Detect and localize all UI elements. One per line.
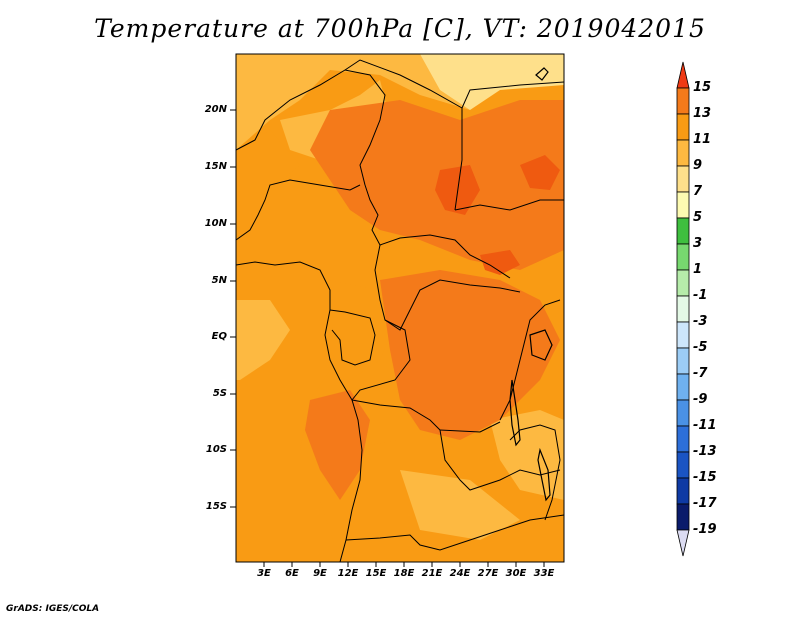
field-region-13-15	[480, 250, 520, 275]
lat-label-5s: 5S	[212, 388, 227, 399]
legend-label-11: 11	[693, 132, 712, 147]
lon-label-18e: 18E	[393, 568, 415, 579]
legend-label-m5: -5	[693, 340, 708, 355]
field-region-13-15	[520, 155, 560, 190]
field-region-5-7	[420, 54, 564, 110]
colorbar-segment	[676, 347, 690, 375]
legend-label-3: 3	[693, 236, 703, 251]
legend-label-1: 1	[693, 262, 703, 277]
colorbar-segment	[676, 399, 690, 427]
colorbar-segment	[676, 295, 690, 323]
grads-credit: GrADS: IGES/COLA	[6, 604, 100, 614]
legend-label-m13: -13	[693, 444, 717, 459]
lon-label-27e: 27E	[477, 568, 499, 579]
legend-label-m7: -7	[693, 366, 708, 381]
colorbar-segment	[676, 373, 690, 401]
colorbar-segment	[676, 425, 690, 453]
colorbar-segment	[676, 321, 690, 349]
lon-label-12e: 12E	[337, 568, 359, 579]
lon-label-15e: 15E	[365, 568, 387, 579]
map-title: Temperature at 700hPa [C], VT: 201904201…	[94, 14, 706, 43]
temperature-field	[236, 54, 564, 562]
lon-label-6e: 6E	[285, 568, 299, 579]
colorbar-segment-bottom	[676, 529, 690, 557]
legend-label-15: 15	[693, 80, 712, 95]
colorbar-segment	[676, 87, 690, 115]
lon-label-3e: 3E	[257, 568, 271, 579]
field-region-7-9	[490, 410, 564, 500]
colorbar	[676, 61, 690, 557]
field-region-9-11	[330, 280, 400, 380]
lon-label-9e: 9E	[313, 568, 327, 579]
lat-label-20n: 20N	[204, 104, 227, 115]
colorbar-segment	[676, 451, 690, 479]
lon-label-21e: 21E	[421, 568, 443, 579]
colorbar-segment-top	[676, 61, 690, 89]
colorbar-segment	[676, 113, 690, 141]
field-region-7-9	[400, 470, 520, 540]
colorbar-segment	[676, 243, 690, 271]
lat-ticks	[230, 109, 236, 508]
colorbar-segment	[676, 217, 690, 245]
legend-label-m15: -15	[693, 470, 717, 485]
lat-label-15s: 15S	[205, 501, 227, 512]
legend-label-m1: -1	[693, 288, 708, 303]
colorbar-segment	[676, 191, 690, 219]
legend-label-m3: -3	[693, 314, 708, 329]
colorbar-segment	[676, 269, 690, 297]
legend-label-m11: -11	[693, 418, 717, 433]
legend-label-m19: -19	[693, 522, 717, 537]
colorbar-segment	[676, 165, 690, 193]
lon-label-33e: 33E	[533, 568, 555, 579]
lat-label-eq: EQ	[211, 331, 227, 342]
lon-ticks	[263, 562, 545, 567]
lake-outlines	[509, 67, 553, 502]
lat-label-10s: 10S	[205, 444, 227, 455]
lon-label-24e: 24E	[449, 568, 471, 579]
lat-label-10n: 10N	[204, 218, 227, 229]
legend-label-9: 9	[693, 158, 703, 173]
colorbar-segment	[676, 503, 690, 531]
legend-label-7: 7	[693, 184, 703, 199]
legend-label-13: 13	[693, 106, 712, 121]
lon-label-30e: 30E	[505, 568, 527, 579]
legend-label-m17: -17	[693, 496, 717, 511]
field-region-11-13	[305, 390, 370, 500]
field-region-7-9	[236, 300, 290, 380]
legend-label-5: 5	[693, 210, 703, 225]
country-borders	[236, 59, 564, 562]
field-region-9-11	[236, 130, 300, 240]
colorbar-segment	[676, 139, 690, 167]
legend-label-m9: -9	[693, 392, 708, 407]
map-frame	[235, 53, 565, 563]
lat-label-5n: 5N	[211, 275, 227, 286]
field-region-7-9	[236, 54, 470, 150]
lat-label-15n: 15N	[204, 161, 227, 172]
colorbar-segment	[676, 477, 690, 505]
